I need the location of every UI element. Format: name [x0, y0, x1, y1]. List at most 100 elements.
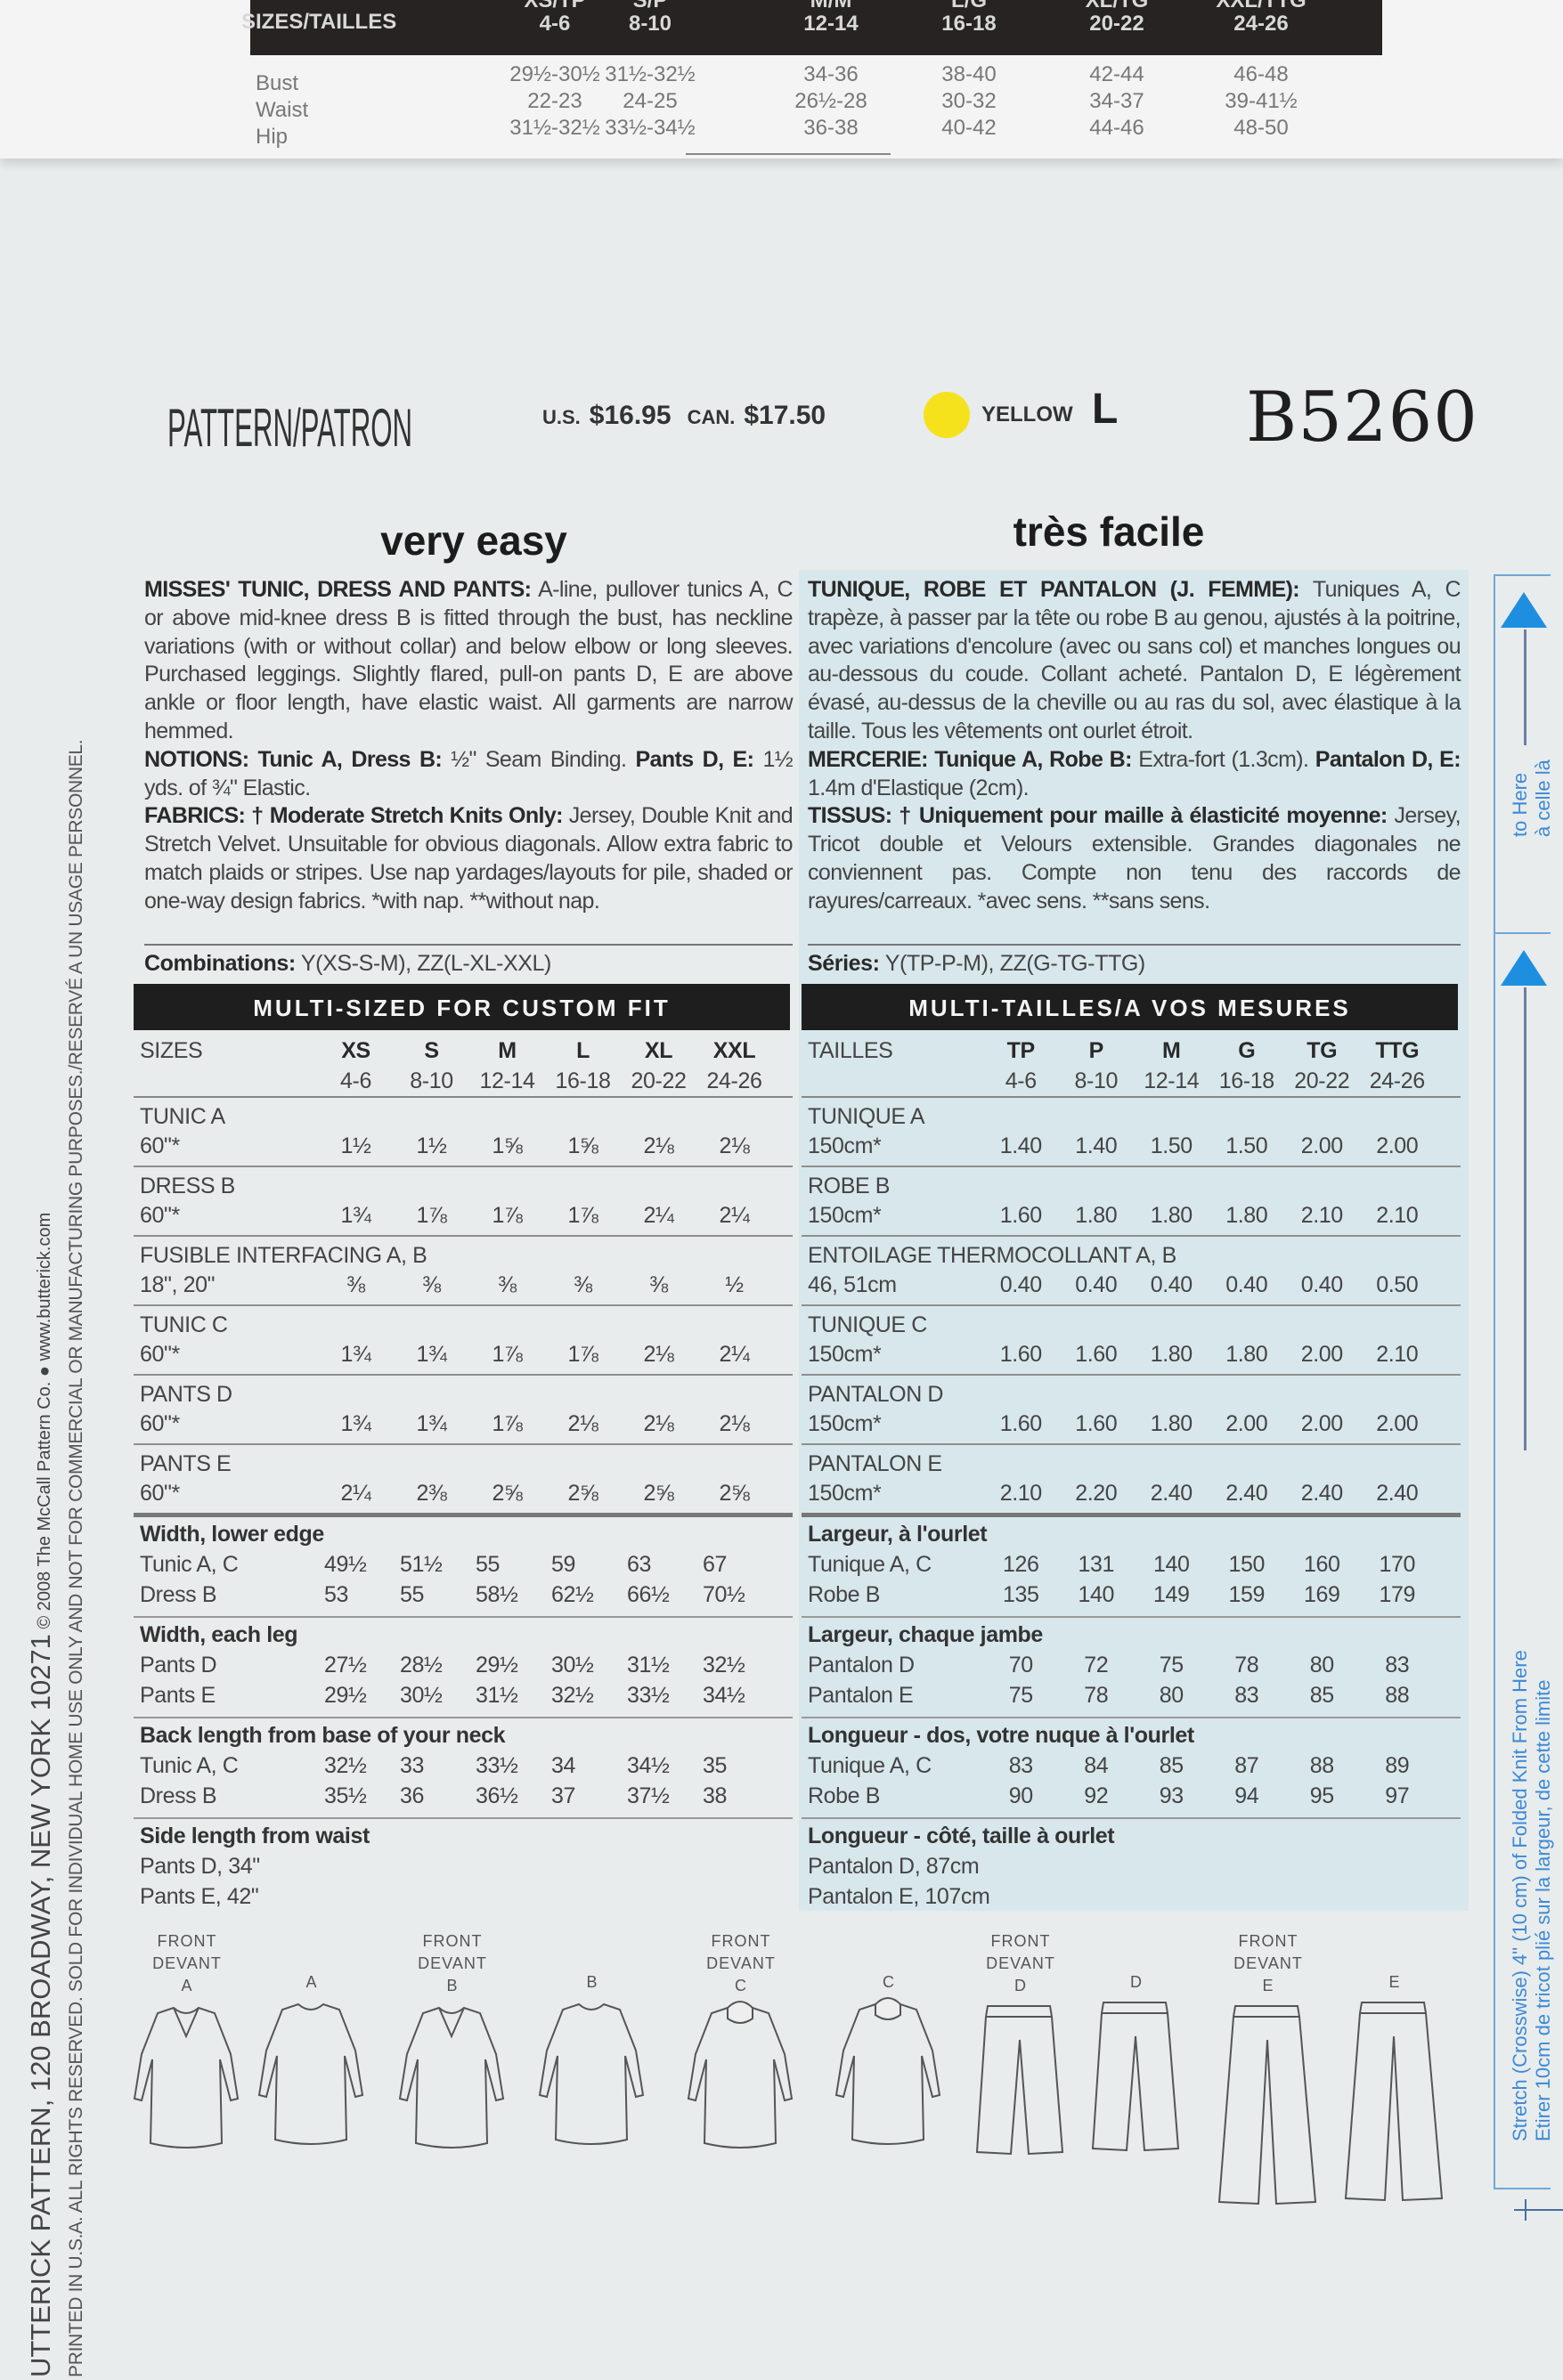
- description-paragraph: FABRICS: † Moderate Stretch Knits Only: …: [144, 802, 794, 915]
- measurement-value: 29½: [324, 1683, 367, 1708]
- yardage-value: 2.40: [1225, 1481, 1268, 1506]
- yardage-value: 1½: [416, 1133, 447, 1158]
- size-code: XXL/TTG: [1216, 0, 1307, 12]
- measurement-value: 53: [324, 1582, 349, 1607]
- difficulty-english: very easy: [380, 517, 567, 564]
- bold-text: TISSUS: † Uniquement pour maille à élast…: [808, 803, 1388, 829]
- yardage-value: ⅜: [422, 1272, 441, 1297]
- measurement-value: 30½: [551, 1653, 594, 1677]
- yardage-value: 2¼: [719, 1203, 750, 1228]
- yardage-value: 2¼: [719, 1342, 750, 1367]
- size-range: 12-14: [1144, 1068, 1200, 1093]
- measurement-value: 150: [1228, 1552, 1265, 1577]
- measurement-value: 26½-28: [794, 89, 867, 113]
- fabric-width: 150cm*: [808, 1342, 882, 1367]
- measurement-row: Pantalon D 70 72 75 78 80 83: [802, 1650, 1461, 1680]
- size-code: S: [424, 1038, 439, 1063]
- start-mark: [1514, 2209, 1563, 2211]
- garment-name: ENTOILAGE THERMOCOLLANT A, B: [808, 1243, 1176, 1268]
- fabric-width: 150cm*: [808, 1133, 882, 1158]
- measurement-value: 63: [627, 1552, 652, 1577]
- yardage-value: 2.00: [1225, 1411, 1268, 1436]
- description-paragraph: TISSUS: † Uniquement pour maille à élast…: [808, 802, 1461, 915]
- color-name: YELLOW: [981, 402, 1073, 426]
- size-range: 12-14: [803, 12, 859, 36]
- measurement-row: Pants D 27½ 28½ 29½ 30½ 31½ 32½: [134, 1650, 793, 1680]
- fabric-width: 60"*: [140, 1203, 180, 1228]
- measurement-value: 34-37: [1089, 89, 1144, 113]
- measurement-value: 34-36: [803, 62, 859, 86]
- size-range: 12-14: [479, 1068, 535, 1093]
- combinations-value: Y(XS-S-M), ZZ(L-XL-XXL): [295, 951, 552, 976]
- yardage-value: 2⅝: [719, 1481, 750, 1506]
- yardage-value: 1.80: [1150, 1342, 1193, 1367]
- pattern-number: B5260: [1246, 378, 1478, 458]
- pants-short-icon: [976, 2005, 1063, 2155]
- dress-v-neck-icon: [399, 2007, 504, 2148]
- section-title: Longueur - côté, taille à ourlet: [808, 1824, 1115, 1848]
- difficulty-french: très facile: [1013, 508, 1205, 555]
- yardage-value: 2.00: [1376, 1411, 1419, 1436]
- yardage-value: 0.40: [1075, 1272, 1118, 1297]
- size-range: 4-6: [539, 12, 571, 36]
- row-label: Tunic A, C: [140, 1753, 239, 1778]
- yardage-value: ⅜: [574, 1272, 592, 1297]
- measurement-value: 90: [1008, 1783, 1033, 1808]
- size-range: 16-18: [941, 12, 997, 36]
- measurement-value: 46-48: [1233, 62, 1289, 86]
- measurement-value: 92: [1084, 1783, 1109, 1808]
- table-title-bar: MULTI-TAILLES/A VOS MESURES: [802, 984, 1458, 1030]
- yardage-item: ROBE B 150cm* 1.60 1.80 1.80 1.80 2.10 2.10: [802, 1167, 1461, 1237]
- size-range: 16-18: [555, 1068, 611, 1093]
- size-code: TP: [1006, 1038, 1036, 1063]
- description-paragraph: TUNIQUE, ROBE ET PANTALON (J. FEMME): Tu…: [808, 576, 1461, 746]
- measurement-value: 89: [1385, 1753, 1410, 1778]
- to-here-fr: à celle là: [1532, 759, 1554, 837]
- size-range: 4-6: [1005, 1068, 1037, 1093]
- yardage-value: 2⅛: [719, 1411, 750, 1436]
- sizes-row: SIZES XS S M L XL XXL: [134, 1036, 793, 1066]
- measurement-value: 24-25: [623, 89, 678, 113]
- size-code: M/M: [810, 0, 852, 12]
- size-range: 8-10: [410, 1068, 453, 1093]
- measurement-value: 31½: [627, 1653, 670, 1677]
- measurement-value: 140: [1152, 1552, 1190, 1577]
- measurement-value: 84: [1084, 1753, 1109, 1778]
- garment-name: DRESS B: [140, 1174, 235, 1198]
- measurement-value: 44-46: [1089, 116, 1144, 140]
- yardage-value: 1¾: [416, 1411, 447, 1436]
- measurement-value: 135: [1002, 1582, 1039, 1607]
- measurement-value: 80: [1159, 1683, 1184, 1708]
- measurement-value: 34: [551, 1753, 576, 1778]
- view-letter: C: [735, 1977, 747, 1994]
- yardage-row: 150cm* 1.40 1.40 1.50 1.50 2.00 2.00: [802, 1132, 1461, 1161]
- yardage-item: FUSIBLE INTERFACING A, B 18", 20" ⅜ ⅜ ⅜ ⅜ ⅜ ½: [134, 1237, 793, 1306]
- publisher-imprint: UTTERICK PATTERN, 120 BROADWAY, NEW YORK…: [25, 1213, 57, 2377]
- section-title: Width, lower edge: [140, 1522, 324, 1547]
- yardage-value: 1.50: [1225, 1133, 1268, 1158]
- measurement-value: 35½: [324, 1783, 367, 1808]
- yardage-value: 1.60: [999, 1203, 1042, 1228]
- yardage-value: 1¾: [340, 1203, 371, 1228]
- sizes-header: TAILLES TP P M G TG TTG 4-6 8-10 12-14 16-18 20-22 2…: [802, 1030, 1461, 1098]
- yardage-value: 1¾: [416, 1342, 447, 1367]
- measurement-row: Dress B 35½ 36 36½ 37 37½ 38: [134, 1781, 793, 1811]
- yardage-value: 1.80: [1225, 1203, 1268, 1228]
- yardage-item: PANTALON D 150cm* 1.60 1.60 1.80 2.00 2.00 2.00: [802, 1376, 1461, 1445]
- series: Séries: Y(TP-P-M), ZZ(G-TG-TTG): [808, 944, 1461, 977]
- measurement-value: 66½: [627, 1582, 670, 1607]
- measurement-value: 55: [476, 1552, 501, 1577]
- measurement-value: 42-44: [1089, 62, 1144, 86]
- size-code: M: [1162, 1038, 1181, 1063]
- measurement-value: 83: [1385, 1653, 1410, 1677]
- measurement-value: 33: [400, 1753, 425, 1778]
- measurement-value: 31½-32½: [605, 62, 696, 86]
- text: Extra-fort (1.3cm).: [1131, 746, 1315, 772]
- measurement-value: 38: [703, 1783, 728, 1808]
- view-letter: E: [1388, 1973, 1401, 1991]
- text: 1½ yds. of ¾" Elastic.: [144, 746, 794, 800]
- sketch-dress-v-neck: FRONT DEVANT B: [386, 1930, 519, 2154]
- measurement-value: 83: [1234, 1683, 1259, 1708]
- tunic-back-icon: [258, 2003, 363, 2145]
- yardage-value: 2.00: [1300, 1342, 1343, 1367]
